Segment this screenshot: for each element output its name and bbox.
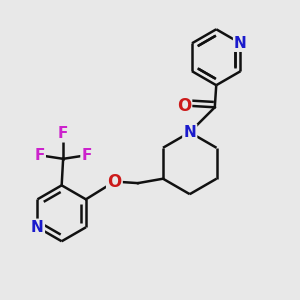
Text: O: O <box>107 173 122 191</box>
Text: F: F <box>34 148 45 164</box>
Text: O: O <box>177 97 191 115</box>
Text: F: F <box>82 148 92 164</box>
Text: F: F <box>58 126 68 141</box>
Text: N: N <box>31 220 44 235</box>
Text: N: N <box>234 36 247 51</box>
Text: N: N <box>183 125 196 140</box>
